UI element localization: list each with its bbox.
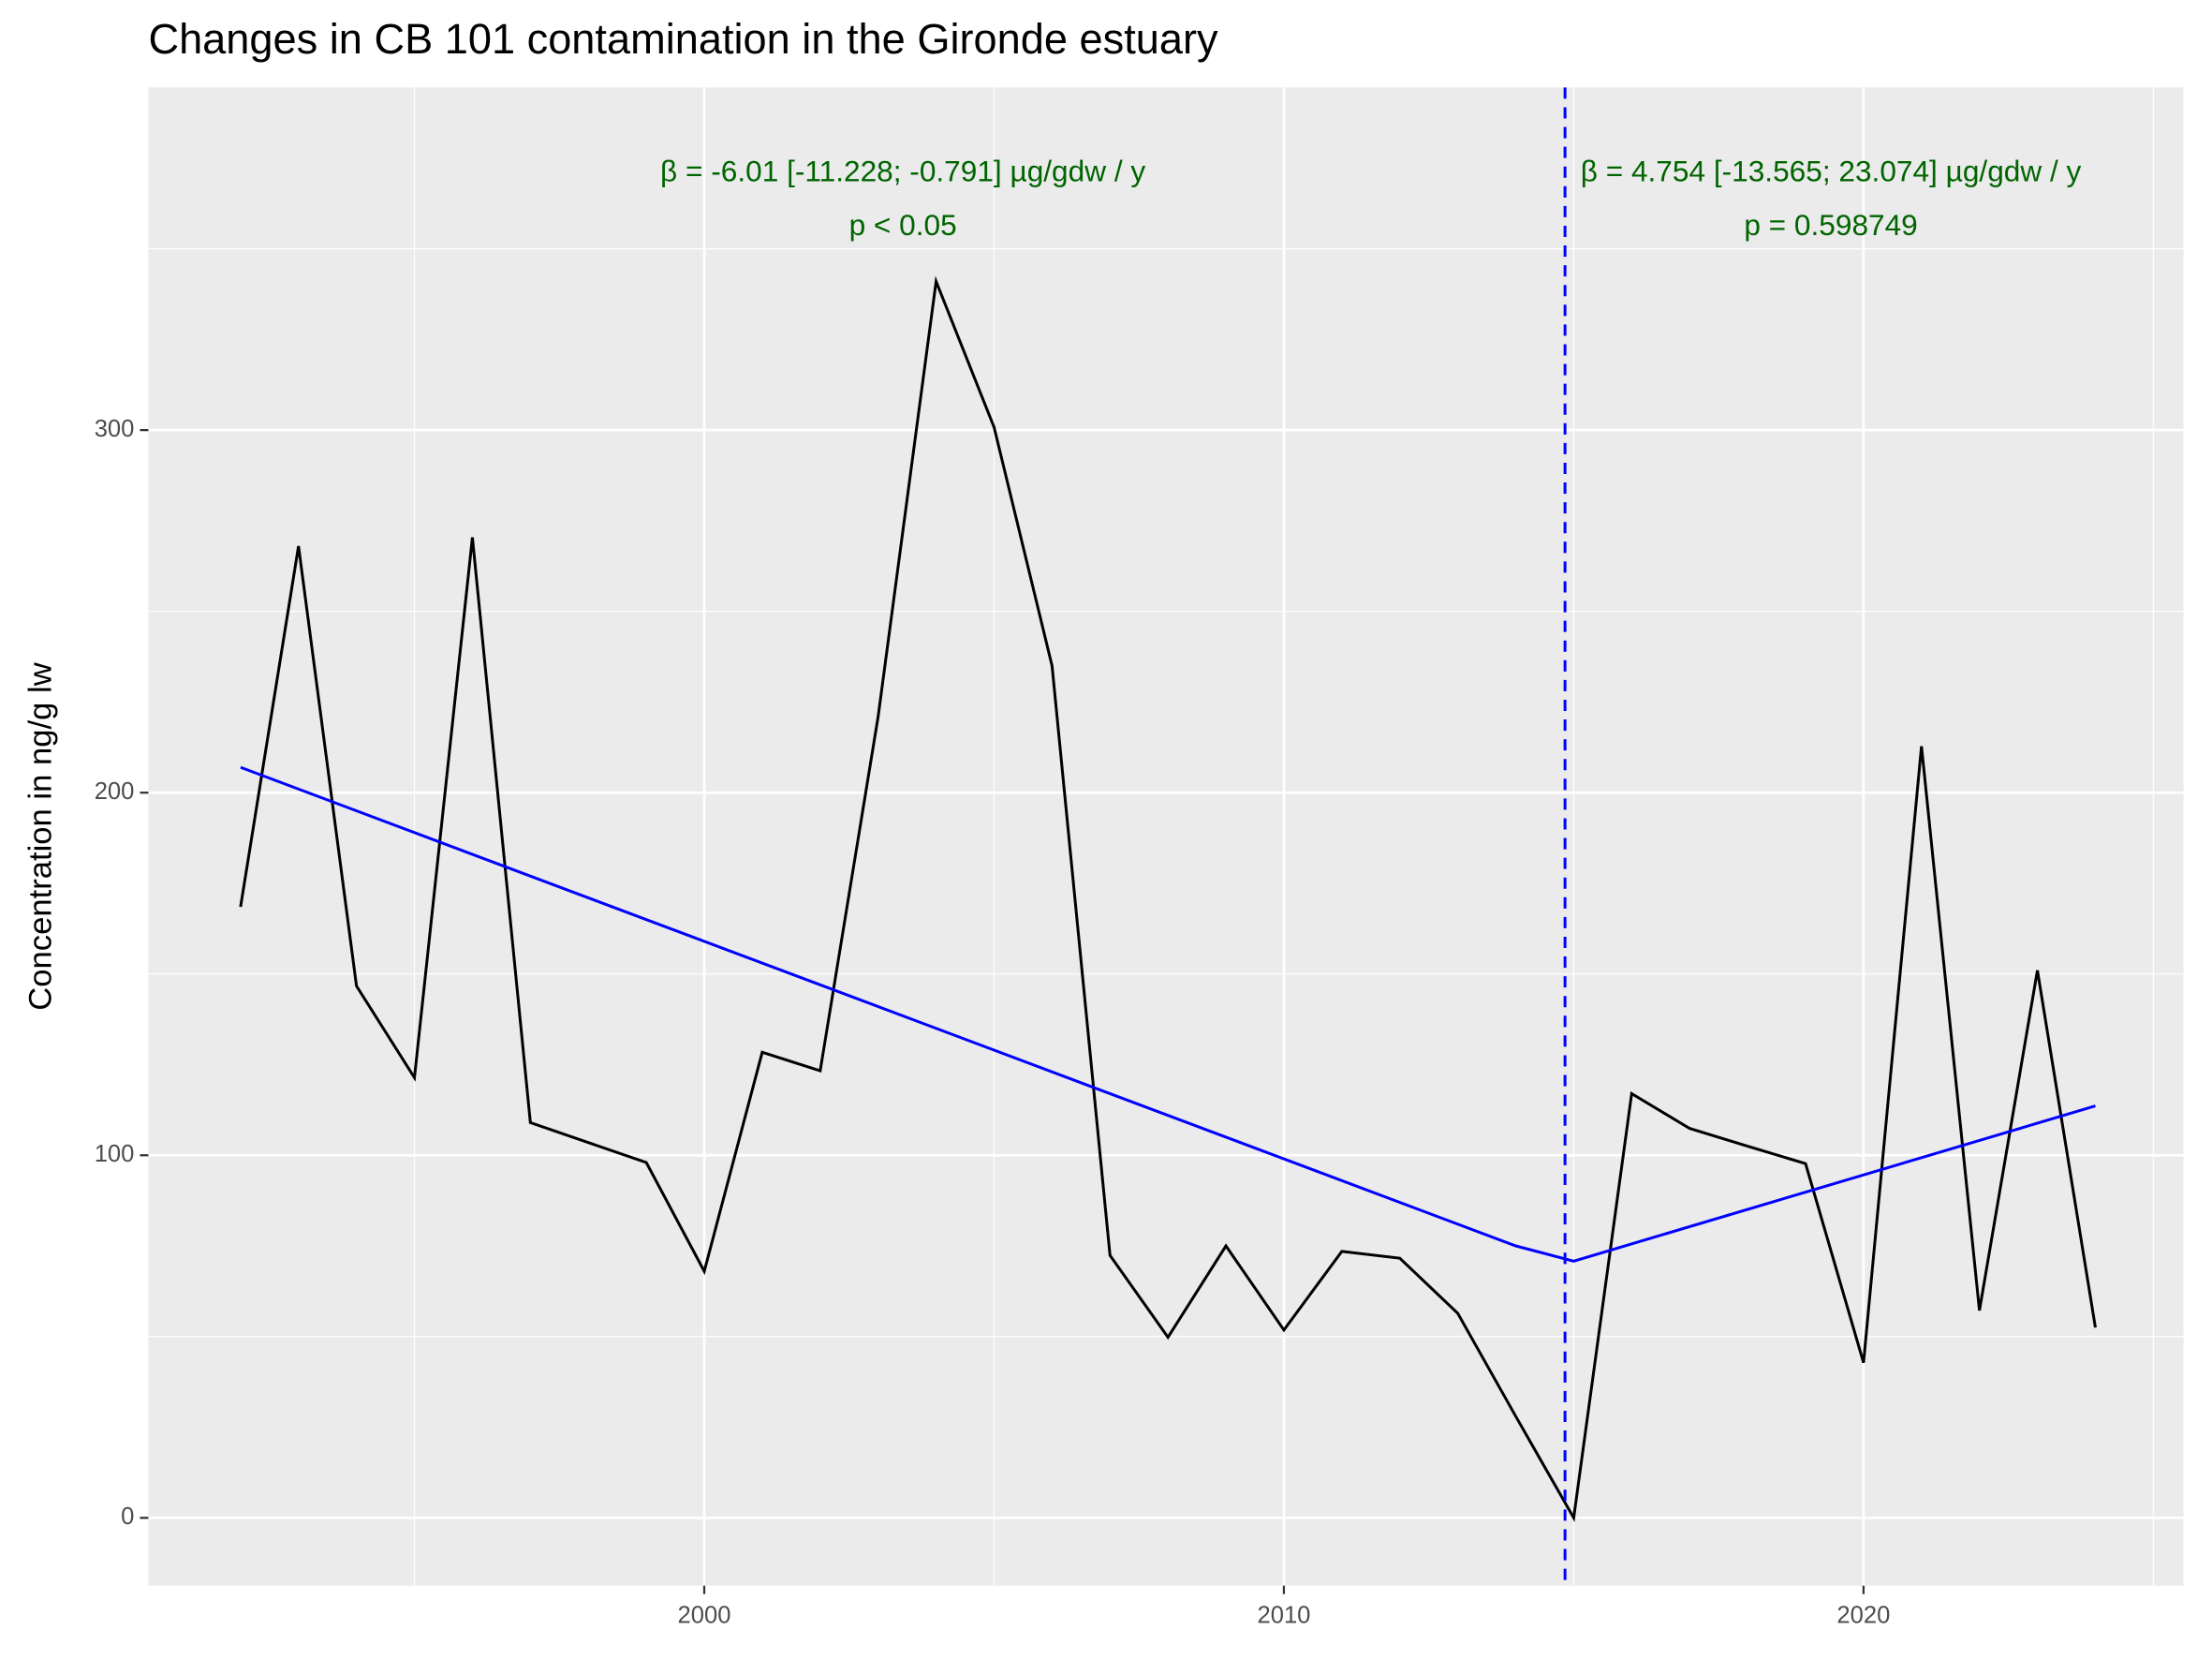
y-tick-label: 300 (95, 416, 135, 442)
y-axis-title: Concentration in ng/g lw (23, 661, 59, 1010)
x-tick-label: 2020 (1836, 1603, 1890, 1629)
annotation: β = 4.754 [-13.565; 23.074] µg/gdw / y (1581, 155, 2082, 188)
x-tick-label: 2010 (1257, 1603, 1310, 1629)
chart-title: Changes in CB 101 contamination in the G… (148, 15, 1218, 63)
annotation: p = 0.598749 (1744, 208, 1917, 242)
annotation: β = -6.01 [-11.228; -0.791] µg/gdw / y (660, 155, 1145, 188)
x-tick-label: 2000 (678, 1603, 731, 1629)
y-tick-label: 100 (95, 1141, 135, 1167)
data-line (240, 765, 2096, 1263)
annotation: p < 0.05 (849, 208, 957, 242)
panel (148, 87, 2184, 1586)
y-tick-label: 200 (95, 778, 135, 805)
y-tick-label: 0 (121, 1503, 134, 1530)
data-line (239, 275, 2097, 1522)
